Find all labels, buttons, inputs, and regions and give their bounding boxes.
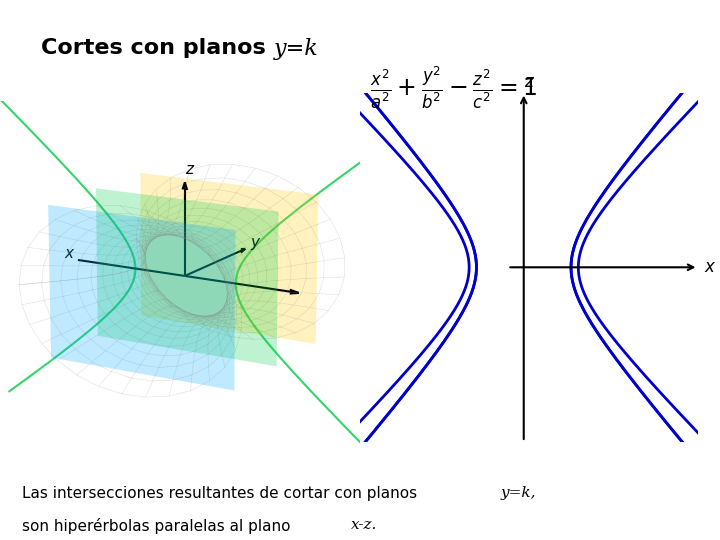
Text: $\frac{x^2}{a^2} + \frac{y^2}{b^2} - \frac{z^2}{c^2} = 1$: $\frac{x^2}{a^2} + \frac{y^2}{b^2} - \fr… xyxy=(370,65,537,111)
Text: y=k: y=k xyxy=(274,38,318,60)
Text: son hiperérbolas paralelas al plano: son hiperérbolas paralelas al plano xyxy=(22,518,295,535)
Text: Las intersecciones resultantes de cortar con planos: Las intersecciones resultantes de cortar… xyxy=(22,486,422,501)
Text: y=k,: y=k, xyxy=(500,486,536,500)
Text: $z$: $z$ xyxy=(523,73,535,91)
Text: $x$: $x$ xyxy=(704,258,716,276)
Text: Cortes con planos: Cortes con planos xyxy=(41,38,274,58)
Text: x-z.: x-z. xyxy=(351,518,378,532)
